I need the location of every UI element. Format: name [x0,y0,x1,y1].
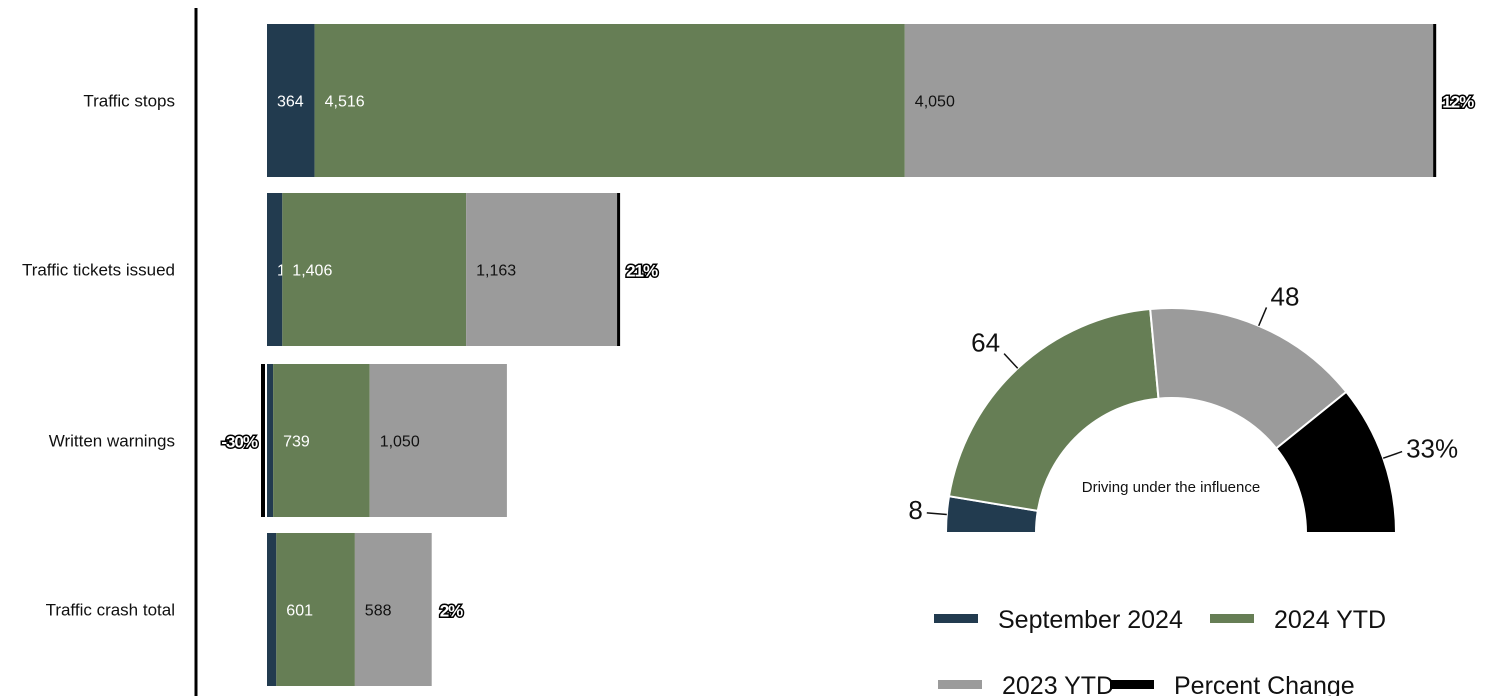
gauge-leader-september-2024 [926,512,947,516]
bar-label-2023-ytd-written-warnings: 1,050 [380,434,420,451]
bar-september-2024-traffic-stops [267,24,315,177]
percent-change-label-written-warnings: -30% [221,433,258,452]
gauge-slice-percent-change [1274,390,1398,534]
bar-2023-ytd-written-warnings [369,364,507,517]
gauge-label-percent-change: 33% [1406,434,1458,464]
percent-change-label-traffic-crash-total: 2% [440,602,463,621]
gauge-leader-2023-ytd [1258,307,1268,327]
legend-swatch-september-2024 [934,614,978,623]
bar-label-2023-ytd-traffic-stops: 4,050 [915,94,955,111]
category-label-traffic-tickets-issued: Traffic tickets issued [22,261,175,280]
legend-label-2023-ytd: 2023 YTD [1002,672,1114,696]
bar-2024-ytd-traffic-stops [314,24,905,177]
dui-gauge-chart: Driving under the influence 8 64 48 33% [908,281,1458,534]
category-label-traffic-crash-total: Traffic crash total [46,601,175,620]
legend-label-september-2024: September 2024 [998,606,1183,634]
bar-2024-ytd-traffic-tickets-issued [282,193,467,346]
bar-september-2024-traffic-crash-total [267,533,277,686]
legend-swatch-percent-change [1110,680,1154,689]
category-label-written-warnings: Written warnings [49,432,175,451]
bar-2023-ytd-traffic-stops [904,24,1435,177]
bar-label-2023-ytd-traffic-crash-total: 588 [365,603,392,620]
bar-label-2024-ytd-written-warnings: 739 [283,434,310,451]
bar-2024-ytd-written-warnings [273,364,370,517]
bar-label-2023-ytd-traffic-tickets-issued: 1,163 [476,263,516,280]
percent-change-marker-written-warnings [261,364,265,517]
percent-change-label-traffic-stops: 12% [1442,93,1474,112]
gauge-slice-2024-ytd [947,307,1160,513]
bar-september-2024-traffic-tickets-issued [267,193,283,346]
stacked-bar-chart: Traffic stops 364 4,516 4,050 12% Traffic tic… [22,24,1477,686]
gauge-label-september-2024: 8 [908,495,922,525]
gauge-leader-percent-change [1382,450,1403,459]
percent-change-label-traffic-tickets-issued: 21% [626,262,658,281]
legend-swatch-2024-ytd [1210,614,1254,623]
bar-2023-ytd-traffic-tickets-issued [466,193,619,346]
legend-label-2024-ytd: 2024 YTD [1274,606,1386,634]
gauge-leader-2024-ytd [1003,353,1019,369]
legend: September 2024 2024 YTD 2023 YTD Percent Ch… [934,606,1386,696]
bar-2023-ytd-traffic-crash-total [354,533,432,686]
legend-swatch-2023-ytd [938,680,982,689]
bar-label-2024-ytd-traffic-crash-total: 601 [286,603,313,620]
category-label-traffic-stops: Traffic stops [83,92,175,111]
gauge-label-2023-ytd: 48 [1271,281,1300,311]
legend-label-percent-change: Percent Change [1174,672,1355,696]
percent-change-marker-traffic-stops [1433,24,1437,177]
gauge-title: Driving under the influence [1082,479,1260,496]
bar-september-2024-written-warnings [267,364,274,517]
gauge-label-2024-ytd: 64 [971,328,1000,358]
bar-label-2024-ytd-traffic-stops: 4,516 [325,94,365,111]
percent-change-marker-traffic-tickets-issued [617,193,621,346]
bar-2024-ytd-traffic-crash-total [276,533,355,686]
bar-label-2024-ytd-traffic-tickets-issued: 1,406 [292,263,332,280]
bar-label-september-2024-traffic-stops: 364 [277,94,304,111]
